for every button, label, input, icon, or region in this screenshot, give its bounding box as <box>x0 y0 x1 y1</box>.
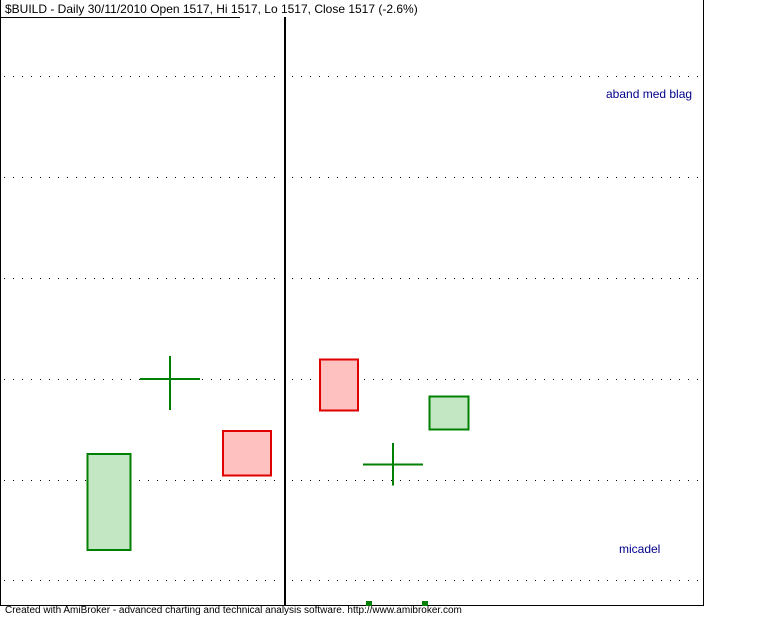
candle-3-body <box>222 430 272 477</box>
marker-1 <box>366 601 372 606</box>
chart-title: $BUILD - Daily 30/11/2010 Open 1517, Hi … <box>5 2 418 16</box>
footer-credit: Created with AmiBroker - advanced charti… <box>5 605 462 616</box>
annotation-micadel: micadel <box>619 542 661 556</box>
annotation-aband-med-blag: aband med blag <box>606 87 693 101</box>
marker-2 <box>422 601 428 606</box>
markers <box>366 601 428 606</box>
candles <box>86 356 470 551</box>
candle-4-body <box>319 358 359 412</box>
candle-1-body <box>86 453 132 551</box>
candle-6-body <box>428 395 470 431</box>
